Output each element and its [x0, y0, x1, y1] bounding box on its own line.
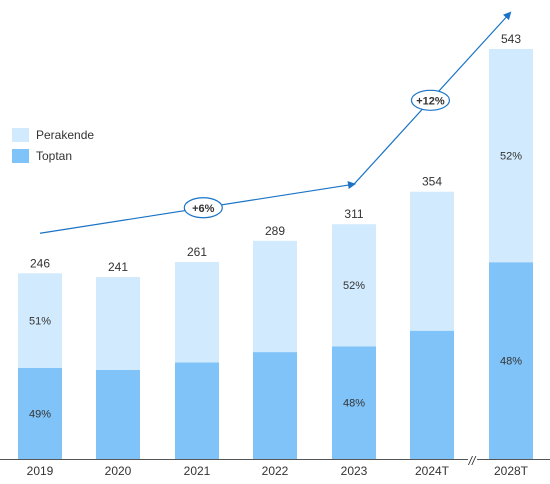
total-label-2020: 241 [108, 260, 128, 274]
growth-annotations: +6% +12% [39, 11, 512, 234]
x-tick-label-2022: 2022 [262, 464, 289, 478]
bar-perakende-2019 [18, 273, 62, 368]
labels-layer: 49% 51% 246 241 261 289 48% 52% 311 354 48% 52% 543 [29, 32, 522, 420]
x-tick-label-2028t: 2028T [494, 464, 529, 478]
x-tick-label-2024t: 2024T [415, 464, 450, 478]
axis-break-marker: // [468, 454, 477, 468]
legend-label-perakende: Perakende [36, 127, 95, 142]
bar-toptan-2023 [332, 346, 376, 459]
x-axis: 2019 2020 2021 2022 2023 2024T 2028T // [0, 452, 550, 478]
segment-label-perakende-2019: 51% [29, 316, 51, 328]
segment-label-perakende-2028t: 52% [500, 151, 522, 163]
bar-toptan-2020 [96, 369, 140, 459]
segment-label-toptan-2019: 49% [29, 408, 51, 420]
bar-perakende-2024t [410, 191, 454, 331]
legend-swatch-perakende [12, 127, 29, 142]
legend-label-toptan: Toptan [36, 148, 73, 163]
bar-toptan-2021 [175, 362, 219, 459]
growth-annotation-6pct-label: +6% [192, 203, 215, 215]
bar-perakende-2028t [489, 49, 533, 263]
legend-swatch-toptan [12, 148, 29, 163]
bar-toptan-2024t [410, 330, 454, 459]
total-label-2022: 289 [265, 224, 285, 238]
x-tick-label-2021: 2021 [184, 464, 211, 478]
legend-item-toptan: Toptan [12, 145, 94, 166]
segment-label-toptan-2023: 48% [343, 398, 365, 410]
x-tick-label-2019: 2019 [27, 464, 54, 478]
x-tick-label-2023: 2023 [341, 464, 368, 478]
bar-toptan-2022 [253, 352, 297, 459]
bars-layer [18, 49, 533, 459]
bar-toptan-2028t [489, 262, 533, 459]
segment-label-perakende-2023: 52% [343, 280, 365, 292]
total-label-2019: 246 [30, 256, 50, 270]
bar-perakende-2021 [175, 261, 219, 363]
total-label-2023: 311 [344, 207, 363, 221]
total-label-2028t: 543 [501, 32, 521, 46]
legend: Perakende Toptan [12, 124, 94, 166]
bar-perakende-2022 [253, 240, 297, 353]
total-label-2024t: 354 [422, 175, 442, 189]
bar-perakende-2020 [96, 277, 140, 370]
segment-label-toptan-2028t: 48% [500, 356, 522, 368]
bar-perakende-2023 [332, 224, 376, 347]
growth-annotation-12pct-label: +12% [416, 95, 445, 107]
legend-item-perakende: Perakende [12, 124, 94, 145]
total-label-2021: 261 [187, 245, 207, 259]
growth-annotation-6pct-bubble [183, 197, 223, 219]
bar-toptan-2019 [18, 367, 62, 459]
axis-break-gap [468, 452, 477, 466]
x-tick-label-2020: 2020 [105, 464, 132, 478]
growth-annotation-12pct-bubble [410, 89, 451, 111]
